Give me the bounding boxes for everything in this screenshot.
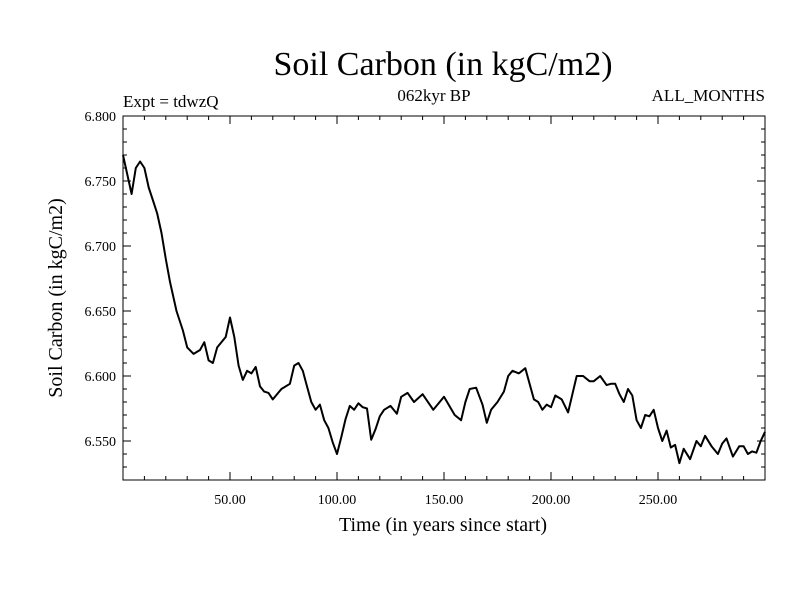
x-tick-label: 100.00	[318, 493, 357, 508]
y-tick-label: 6.700	[85, 240, 117, 255]
axis-ticks	[123, 115, 765, 481]
x-tick-label: 250.00	[639, 493, 678, 508]
period-label: ALL_MONTHS	[652, 86, 765, 105]
y-tick-label: 6.650	[85, 305, 117, 320]
x-axis-label: Time (in years since start)	[339, 514, 547, 536]
x-tick-label: 50.00	[214, 493, 246, 508]
chart-title: Soil Carbon (in kgC/m2)	[273, 46, 612, 83]
x-tick-label: 200.00	[532, 493, 571, 508]
y-axis-label: Soil Carbon (in kgC/m2)	[45, 198, 67, 397]
y-tick-label: 6.750	[85, 175, 117, 190]
chart-subtitle: 062kyr BP	[397, 86, 470, 105]
x-axis-tick-labels: 50.00 100.00 150.00 200.00 250.00	[214, 493, 677, 508]
y-tick-label: 6.600	[85, 370, 117, 385]
x-tick-label: 150.00	[425, 493, 464, 508]
series-line	[122, 154, 766, 465]
experiment-label: Expt = tdwzQ	[123, 92, 219, 111]
plot-frame	[122, 115, 766, 481]
y-tick-label: 6.550	[85, 435, 117, 450]
y-axis-tick-labels: 6.550 6.600 6.650 6.700 6.750 6.800	[85, 110, 117, 450]
y-tick-label: 6.800	[85, 110, 117, 125]
